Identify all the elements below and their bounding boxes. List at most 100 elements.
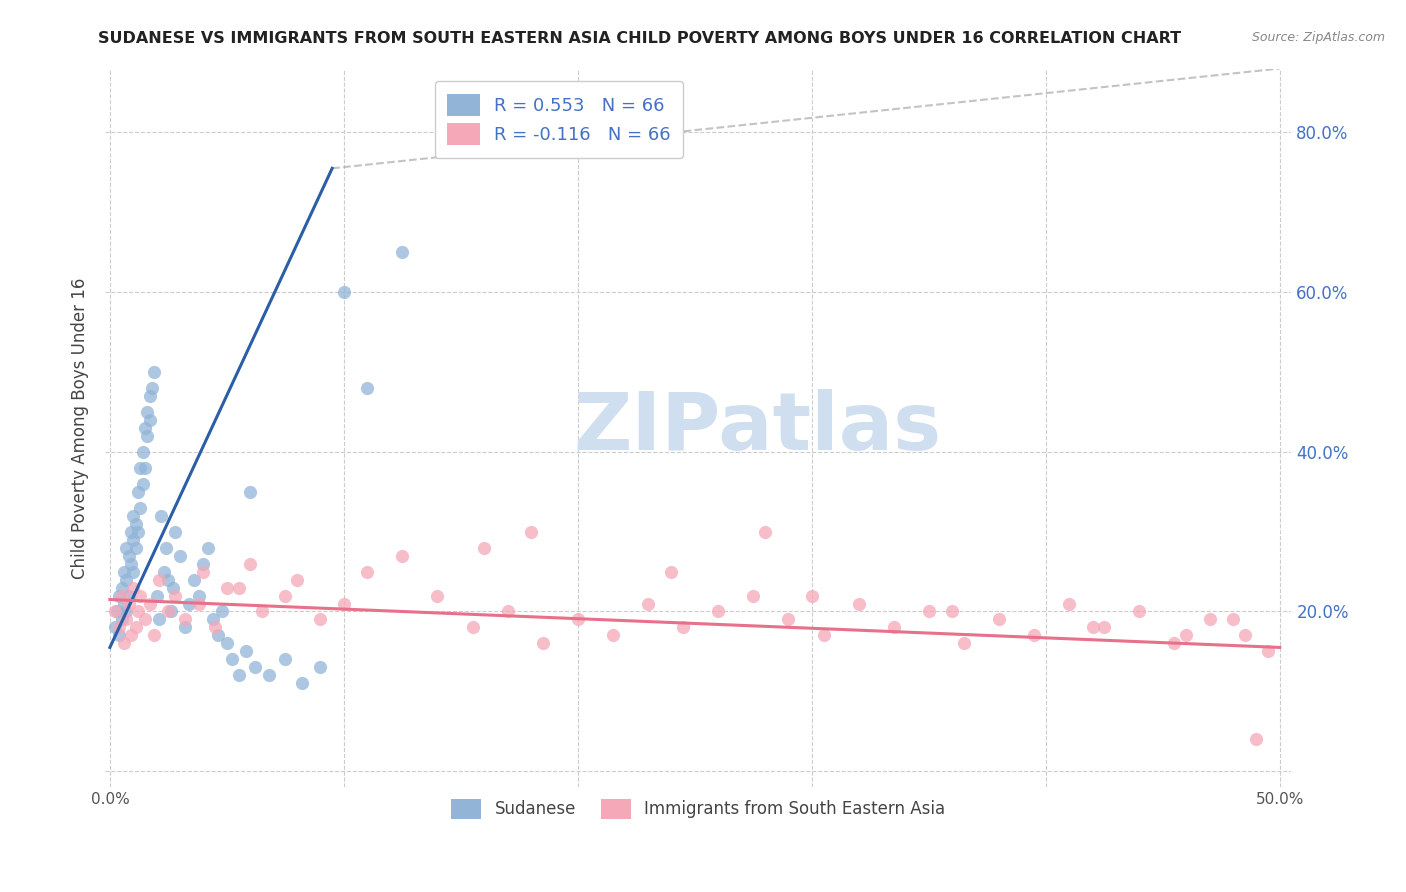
Point <box>187 589 209 603</box>
Point <box>110 589 132 603</box>
Point <box>110 612 132 626</box>
Point <box>637 597 659 611</box>
Point <box>165 589 187 603</box>
Point <box>239 484 262 499</box>
Legend: Sudanese, Immigrants from South Eastern Asia: Sudanese, Immigrants from South Eastern … <box>444 792 952 826</box>
Point <box>602 628 624 642</box>
Point <box>131 476 153 491</box>
Point <box>173 620 195 634</box>
Point <box>115 605 138 619</box>
Point <box>145 589 167 603</box>
Point <box>1257 644 1279 658</box>
Text: Source: ZipAtlas.com: Source: ZipAtlas.com <box>1251 31 1385 45</box>
Point <box>150 508 173 523</box>
Point <box>1022 628 1045 642</box>
Point <box>169 549 191 563</box>
Point <box>239 557 262 571</box>
Point <box>1081 620 1104 634</box>
Point <box>461 620 484 634</box>
Point <box>134 460 156 475</box>
Point <box>235 644 257 658</box>
Point <box>120 628 142 642</box>
Point <box>179 597 201 611</box>
Point <box>159 605 181 619</box>
Point <box>567 612 589 626</box>
Point <box>472 541 495 555</box>
Point <box>848 597 870 611</box>
Point <box>112 636 135 650</box>
Point <box>138 413 160 427</box>
Point <box>138 597 160 611</box>
Point <box>115 541 138 555</box>
Point <box>143 365 166 379</box>
Point <box>250 605 273 619</box>
Point <box>117 589 139 603</box>
Point <box>115 573 138 587</box>
Point <box>274 652 297 666</box>
Point <box>148 612 170 626</box>
Point <box>520 524 543 539</box>
Point <box>115 612 138 626</box>
Point <box>333 285 356 299</box>
Point <box>136 405 159 419</box>
Point <box>274 589 297 603</box>
Y-axis label: Child Poverty Among Boys Under 16: Child Poverty Among Boys Under 16 <box>72 277 89 579</box>
Point <box>197 541 219 555</box>
Point <box>136 429 159 443</box>
Point <box>988 612 1011 626</box>
Point <box>193 557 215 571</box>
Point <box>122 508 145 523</box>
Text: SUDANESE VS IMMIGRANTS FROM SOUTH EASTERN ASIA CHILD POVERTY AMONG BOYS UNDER 16: SUDANESE VS IMMIGRANTS FROM SOUTH EASTER… <box>98 31 1181 46</box>
Point <box>148 573 170 587</box>
Point <box>129 500 152 515</box>
Point <box>124 541 146 555</box>
Point <box>228 668 250 682</box>
Point <box>108 620 131 634</box>
Point <box>243 660 266 674</box>
Point <box>391 549 413 563</box>
Point <box>309 660 332 674</box>
Point <box>117 549 139 563</box>
Point <box>122 565 145 579</box>
Point <box>707 605 730 619</box>
Point <box>112 597 135 611</box>
Point <box>1057 597 1080 611</box>
Point <box>1222 612 1244 626</box>
Point <box>800 589 823 603</box>
Point <box>356 565 378 579</box>
Point <box>531 636 554 650</box>
Point <box>108 589 131 603</box>
Point <box>918 605 941 619</box>
Point <box>285 573 308 587</box>
Point <box>124 516 146 531</box>
Point <box>309 612 332 626</box>
Point <box>129 589 152 603</box>
Point <box>110 581 132 595</box>
Point <box>187 597 209 611</box>
Point <box>391 245 413 260</box>
Point <box>333 597 356 611</box>
Point <box>127 484 149 499</box>
Point <box>157 605 180 619</box>
Point <box>201 612 224 626</box>
Point <box>1092 620 1115 634</box>
Point <box>131 445 153 459</box>
Point <box>221 652 243 666</box>
Point <box>155 541 177 555</box>
Point <box>105 605 128 619</box>
Point <box>207 628 229 642</box>
Point <box>183 573 205 587</box>
Point <box>661 565 683 579</box>
Point <box>1163 636 1185 650</box>
Point <box>120 524 142 539</box>
Point <box>120 557 142 571</box>
Point <box>162 581 184 595</box>
Point <box>356 381 378 395</box>
Point <box>1246 732 1268 747</box>
Point <box>1128 605 1150 619</box>
Point <box>778 612 800 626</box>
Point <box>129 460 152 475</box>
Point <box>1175 628 1198 642</box>
Point <box>204 620 226 634</box>
Point <box>883 620 905 634</box>
